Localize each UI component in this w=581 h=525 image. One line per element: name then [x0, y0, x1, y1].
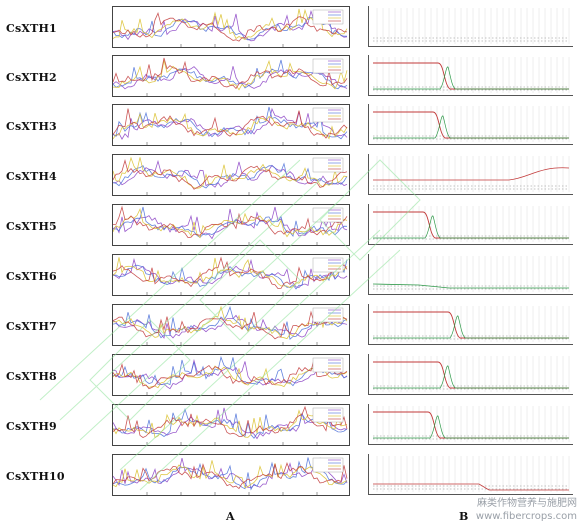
signal-curve: [373, 361, 569, 389]
profile-line: [113, 355, 348, 387]
profile-plot: [112, 254, 350, 296]
profile-line: [113, 15, 348, 41]
signal-plot: [368, 204, 573, 245]
profile-plot: [112, 404, 350, 446]
signal-curve: [373, 111, 569, 139]
signal-curve: [373, 415, 569, 439]
legend-box: [312, 9, 344, 25]
signal-curve: [373, 211, 569, 239]
profile-plot: [112, 454, 350, 496]
signal-plot: [368, 154, 573, 195]
signal-curve: [373, 315, 569, 339]
signal-curve: [373, 215, 569, 239]
watermark-text: 麻类作物营养与施肥网 www.fibercrops.com: [476, 497, 577, 523]
signal-curve: [373, 62, 569, 90]
signal-curve: [373, 167, 570, 181]
row-label: CsXTH6: [6, 270, 57, 283]
signal-plot: [368, 354, 573, 395]
watermark-line1: 麻类作物营养与施肥网: [477, 498, 577, 509]
signal-plot: [368, 55, 573, 96]
profile-line: [113, 257, 348, 288]
row-label: CsXTH3: [6, 120, 57, 133]
profile-plot: [112, 354, 350, 396]
profile-plot: [112, 55, 350, 97]
row-label: CsXTH7: [6, 320, 57, 333]
profile-line: [113, 8, 348, 40]
profile-line: [113, 108, 348, 139]
signal-curve: [373, 365, 569, 389]
profile-line: [113, 59, 348, 91]
row-label: CsXTH1: [6, 22, 57, 35]
signal-plot: [368, 6, 573, 47]
signal-curve: [373, 66, 569, 90]
signal-curve: [373, 115, 569, 139]
signal-plot: [368, 404, 573, 445]
profile-line: [113, 9, 348, 42]
profile-line: [113, 12, 348, 42]
row-label: CsXTH9: [6, 420, 57, 433]
legend-box: [312, 58, 344, 74]
signal-plot: [368, 254, 573, 295]
signal-curve: [373, 411, 569, 439]
row-label: CsXTH2: [6, 71, 57, 84]
profile-plot: [112, 304, 350, 346]
signal-plot: [368, 304, 573, 345]
profile-line: [113, 107, 348, 140]
row-label: CsXTH4: [6, 170, 57, 183]
signal-plot: [368, 454, 573, 495]
row-label: CsXTH8: [6, 370, 57, 383]
panel-label-a: A: [226, 510, 235, 523]
legend-box: [312, 107, 344, 123]
watermark-line2: www.fibercrops.com: [475, 511, 577, 522]
profile-line: [113, 112, 348, 140]
signal-curve: [373, 311, 569, 339]
row-label: CsXTH5: [6, 220, 57, 233]
profile-plot: [112, 104, 350, 146]
profile-plot: [112, 154, 350, 196]
profile-line: [113, 57, 348, 90]
panel-label-b: B: [459, 510, 469, 523]
profile-line: [113, 358, 348, 390]
profile-line: [113, 106, 348, 140]
profile-plot: [112, 204, 350, 246]
signal-plot: [368, 104, 573, 145]
signal-curve: [373, 483, 569, 491]
row-label: CsXTH10: [6, 470, 65, 483]
profile-plot: [112, 6, 350, 48]
